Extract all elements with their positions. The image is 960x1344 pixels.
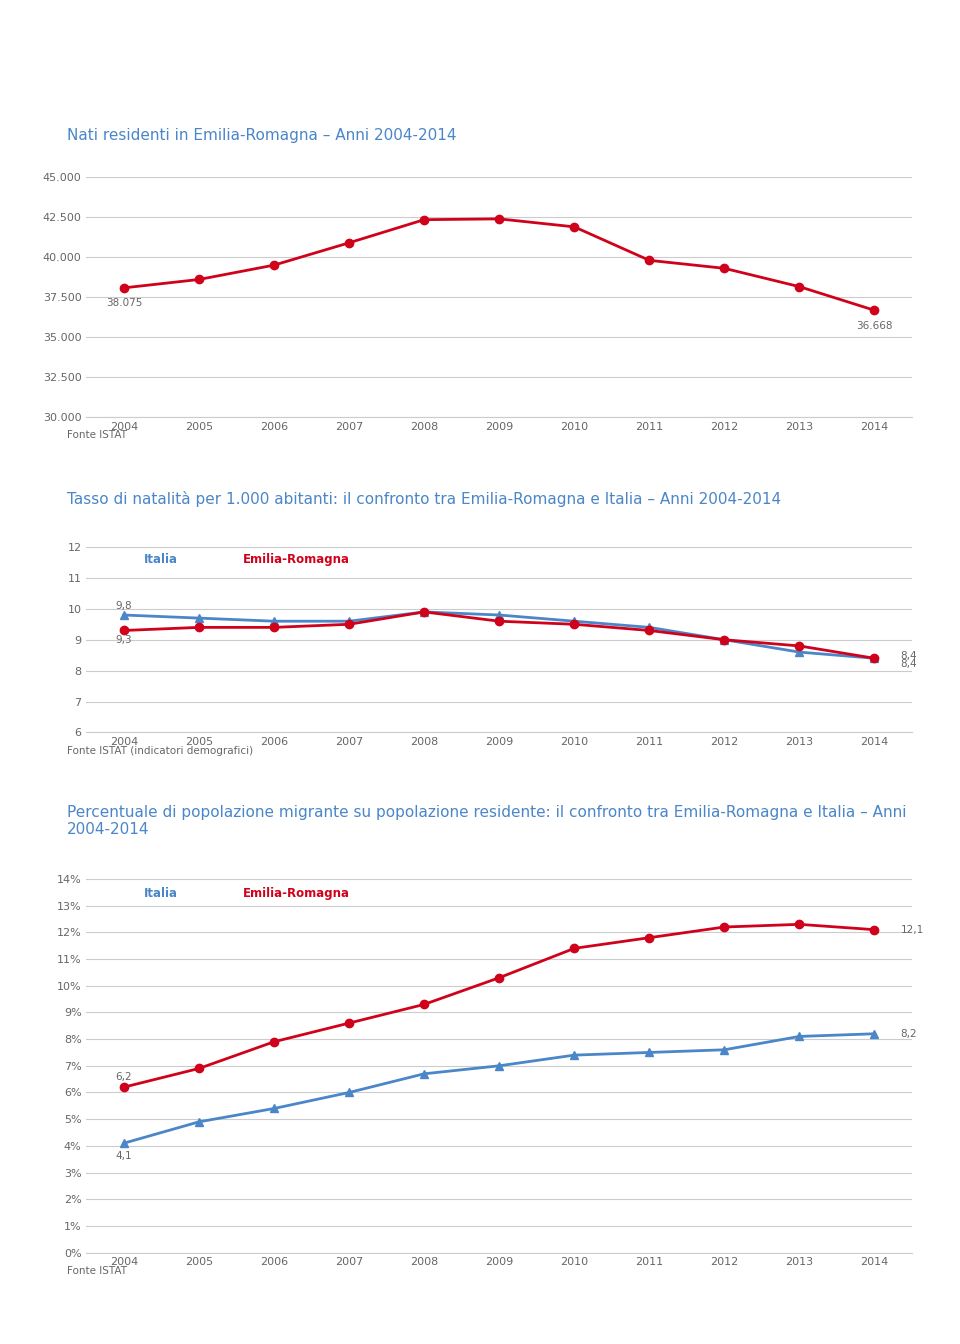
Text: 9,3: 9,3 <box>115 634 132 645</box>
Text: Percentuale di popolazione migrante su popolazione residente: il confronto tra E: Percentuale di popolazione migrante su p… <box>67 805 906 837</box>
Text: 4,1: 4,1 <box>115 1152 132 1161</box>
Text: Fonte ISTAT: Fonte ISTAT <box>67 430 127 441</box>
Text: 5: 5 <box>917 34 936 62</box>
Text: 8,2: 8,2 <box>900 1028 918 1039</box>
Text: 8,4: 8,4 <box>900 659 918 669</box>
Text: 6,2: 6,2 <box>115 1071 132 1082</box>
Text: Fonte ISTAT: Fonte ISTAT <box>67 1266 127 1277</box>
Text: Italia: Italia <box>144 887 179 900</box>
Text: 38.075: 38.075 <box>106 298 142 308</box>
Text: 36.668: 36.668 <box>856 321 893 331</box>
Text: Tasso di natalità per 1.000 abitanti: il confronto tra Emilia-Romagna e Italia –: Tasso di natalità per 1.000 abitanti: il… <box>67 491 781 507</box>
Text: Italia: Italia <box>144 552 179 566</box>
Text: Emilia-Romagna: Emilia-Romagna <box>243 887 350 900</box>
Text: 8,4: 8,4 <box>900 650 918 661</box>
Text: Fonte ISTAT (indicatori demografici): Fonte ISTAT (indicatori demografici) <box>67 746 253 757</box>
Text: Emilia-Romagna: Emilia-Romagna <box>243 552 350 566</box>
Text: Nati residenti in Emilia-Romagna – Anni 2004-2014: Nati residenti in Emilia-Romagna – Anni … <box>67 128 457 142</box>
Text: 9,8: 9,8 <box>115 601 132 610</box>
Text: 12,1: 12,1 <box>900 925 924 934</box>
